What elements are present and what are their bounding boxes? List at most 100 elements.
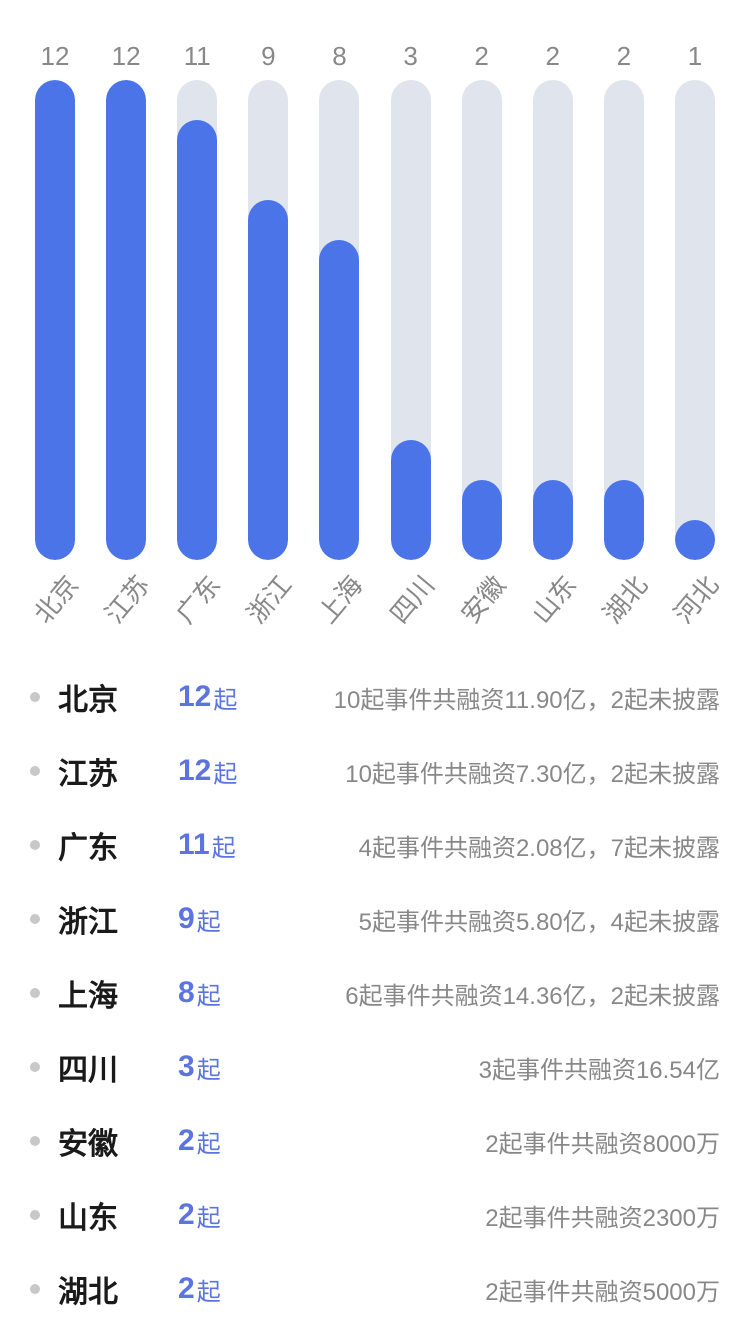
list-row: 江苏12起10起事件共融资7.30亿，2起未披露 xyxy=(30,734,720,808)
list-row: 湖北2起2起事件共融资5000万 xyxy=(30,1252,720,1326)
bar-axis-label: 上海 xyxy=(306,564,373,634)
region-name: 安徽 xyxy=(58,1119,178,1163)
region-detail: 2起事件共融资5000万 xyxy=(221,1272,720,1307)
bar-axis-label: 四川 xyxy=(377,564,444,634)
region-detail: 4起事件共融资2.08亿，7起未披露 xyxy=(236,828,720,863)
bar-fill xyxy=(319,240,359,560)
bar-column: 2 xyxy=(452,41,512,560)
bullet-icon xyxy=(30,914,40,924)
bar-track xyxy=(319,80,359,560)
bar-column: 9 xyxy=(238,41,298,560)
bullet-icon xyxy=(30,1136,40,1146)
bar-track xyxy=(675,80,715,560)
region-count: 8 xyxy=(178,976,195,1010)
bar-column: 12 xyxy=(96,41,156,560)
bar-track xyxy=(177,80,217,560)
bar-fill xyxy=(35,80,75,560)
bar-axis-label: 广东 xyxy=(164,564,231,634)
bullet-icon xyxy=(30,692,40,702)
bar-fill xyxy=(604,480,644,560)
bar-track xyxy=(604,80,644,560)
bar-fill xyxy=(533,480,573,560)
region-name: 四川 xyxy=(58,1045,178,1089)
count-unit: 起 xyxy=(213,754,237,789)
list-row: 上海8起6起事件共融资14.36亿，2起未披露 xyxy=(30,956,720,1030)
bar-axis-label: 湖北 xyxy=(590,564,657,634)
bullet-icon xyxy=(30,1210,40,1220)
count-unit: 起 xyxy=(213,680,237,715)
bar-column: 12 xyxy=(25,41,85,560)
bullet-icon xyxy=(30,1062,40,1072)
bar-axis-label: 江苏 xyxy=(93,564,160,634)
list-row: 北京12起10起事件共融资11.90亿，2起未披露 xyxy=(30,660,720,734)
bar-axis-label: 北京 xyxy=(22,564,89,634)
bar-fill xyxy=(177,120,217,560)
bar-column: 11 xyxy=(167,41,227,560)
region-name: 山东 xyxy=(58,1193,178,1237)
count-unit: 起 xyxy=(197,1198,221,1233)
list-row: 浙江9起5起事件共融资5.80亿，4起未披露 xyxy=(30,882,720,956)
bar-column: 3 xyxy=(381,41,441,560)
bar-track xyxy=(391,80,431,560)
count-unit: 起 xyxy=(197,902,221,937)
bar-value-label: 9 xyxy=(261,41,275,72)
list-row: 山东2起2起事件共融资2300万 xyxy=(30,1178,720,1252)
bar-chart: 12 12 11 9 8 3 2 2 2 1 北京江苏广东浙江上海四川安徽山东湖北河北 xyxy=(0,0,750,660)
region-count: 12 xyxy=(178,754,211,788)
bullet-icon xyxy=(30,988,40,998)
count-unit: 起 xyxy=(197,1050,221,1085)
bar-value-label: 12 xyxy=(112,41,141,72)
region-count: 11 xyxy=(178,828,210,862)
bar-fill xyxy=(106,80,146,560)
bar-value-label: 3 xyxy=(403,41,417,72)
bar-column: 2 xyxy=(594,41,654,560)
bar-fill xyxy=(391,440,431,560)
region-name: 江苏 xyxy=(58,749,178,793)
region-count: 3 xyxy=(178,1050,195,1084)
region-name: 浙江 xyxy=(58,897,178,941)
region-name: 北京 xyxy=(58,675,178,719)
region-detail: 10起事件共融资11.90亿，2起未披露 xyxy=(237,680,720,715)
bars-container: 12 12 11 9 8 3 2 2 2 1 xyxy=(25,30,725,560)
bar-track xyxy=(462,80,502,560)
bullet-icon xyxy=(30,840,40,850)
bullet-icon xyxy=(30,766,40,776)
bar-value-label: 2 xyxy=(617,41,631,72)
region-name: 湖北 xyxy=(58,1267,178,1311)
region-detail: 2起事件共融资2300万 xyxy=(221,1198,720,1233)
bar-track xyxy=(106,80,146,560)
region-count: 2 xyxy=(178,1198,195,1232)
region-detail: 2起事件共融资8000万 xyxy=(221,1124,720,1159)
bar-axis-label: 山东 xyxy=(519,564,586,634)
bar-track xyxy=(248,80,288,560)
bar-value-label: 2 xyxy=(546,41,560,72)
count-unit: 起 xyxy=(197,1124,221,1159)
region-detail: 5起事件共融资5.80亿，4起未披露 xyxy=(221,902,720,937)
bar-axis-label: 浙江 xyxy=(235,564,302,634)
count-unit: 起 xyxy=(197,976,221,1011)
bar-value-label: 12 xyxy=(41,41,70,72)
bar-column: 8 xyxy=(309,41,369,560)
region-name: 上海 xyxy=(58,971,178,1015)
list-row: 广东11起4起事件共融资2.08亿，7起未披露 xyxy=(30,808,720,882)
bar-fill xyxy=(675,520,715,560)
region-count: 2 xyxy=(178,1124,195,1158)
bar-column: 2 xyxy=(523,41,583,560)
region-count: 12 xyxy=(178,680,211,714)
list-row: 安徽2起2起事件共融资8000万 xyxy=(30,1104,720,1178)
list-row: 四川3起3起事件共融资16.54亿 xyxy=(30,1030,720,1104)
bar-value-label: 1 xyxy=(688,41,702,72)
region-list: 北京12起10起事件共融资11.90亿，2起未披露江苏12起10起事件共融资7.… xyxy=(0,660,750,1326)
count-unit: 起 xyxy=(212,828,236,863)
region-count: 2 xyxy=(178,1272,195,1306)
bar-column: 1 xyxy=(665,41,725,560)
bar-track xyxy=(35,80,75,560)
region-count: 9 xyxy=(178,902,195,936)
bar-track xyxy=(533,80,573,560)
axis-labels-container: 北京江苏广东浙江上海四川安徽山东湖北河北 xyxy=(25,580,725,617)
count-unit: 起 xyxy=(197,1272,221,1307)
bar-value-label: 8 xyxy=(332,41,346,72)
region-detail: 3起事件共融资16.54亿 xyxy=(221,1050,720,1085)
bar-fill xyxy=(248,200,288,560)
bar-fill xyxy=(462,480,502,560)
